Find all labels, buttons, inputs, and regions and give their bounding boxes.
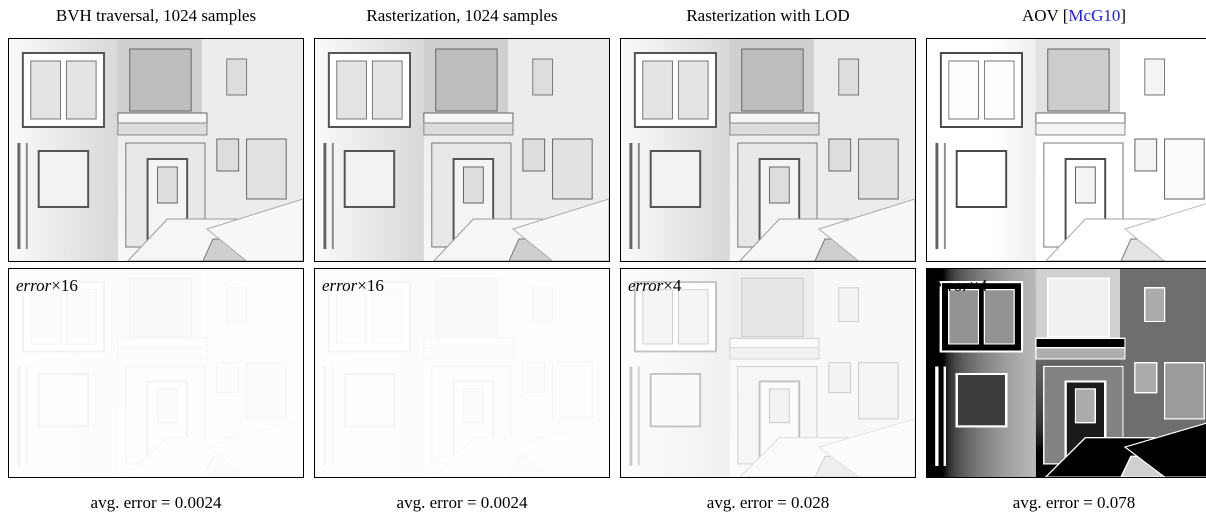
title-text: Rasterization with LOD [686,6,849,25]
figure-column: Rasterization, 1024 samples error×16 avg. … [314,0,610,518]
error-word: error [934,276,969,295]
column-title: AOV [McG10] [926,6,1206,26]
error-label: error×16 [16,276,78,296]
figure-column: AOV [McG10] error×4 avg. error = 0.078 [926,0,1206,518]
title-text: Rasterization, 1024 samples [366,6,557,25]
error-word: error [628,276,663,295]
error-factor: ×16 [357,276,384,295]
error-label: error×16 [322,276,384,296]
scene [315,39,609,261]
error-factor: ×4 [663,276,681,295]
scene [9,269,303,477]
scene [621,39,915,261]
error-word: error [16,276,51,295]
error-image [314,268,610,478]
error-image [8,268,304,478]
column-title: BVH traversal, 1024 samples [8,6,304,26]
scene [927,39,1206,261]
caption: avg. error = 0.0024 [314,493,610,513]
rendered-image [926,38,1206,262]
scene [9,39,303,261]
title-text: BVH traversal, 1024 samples [56,6,256,25]
citation[interactable]: McG10 [1068,6,1120,25]
error-image [926,268,1206,478]
caption: avg. error = 0.028 [620,493,916,513]
caption: avg. error = 0.078 [926,493,1206,513]
scene [315,269,609,477]
rendered-image [8,38,304,262]
error-label: error×4 [628,276,681,296]
rendered-image [314,38,610,262]
page: BVH traversal, 1024 sampleserror×16avg. … [0,0,1206,518]
error-image [620,268,916,478]
figure-column: Rasterization with LOD error×4 avg. error … [620,0,916,518]
rendered-image [620,38,916,262]
title-text: AOV [1022,6,1059,25]
error-word: error [322,276,357,295]
error-factor: ×4 [969,276,987,295]
caption: avg. error = 0.0024 [8,493,304,513]
column-title: Rasterization, 1024 samples [314,6,610,26]
figure-column: BVH traversal, 1024 samples error×16 avg. … [8,0,304,518]
error-label: error×4 [934,276,987,296]
error-factor: ×16 [51,276,78,295]
column-title: Rasterization with LOD [620,6,916,26]
scene [621,269,915,477]
scene [927,269,1206,477]
